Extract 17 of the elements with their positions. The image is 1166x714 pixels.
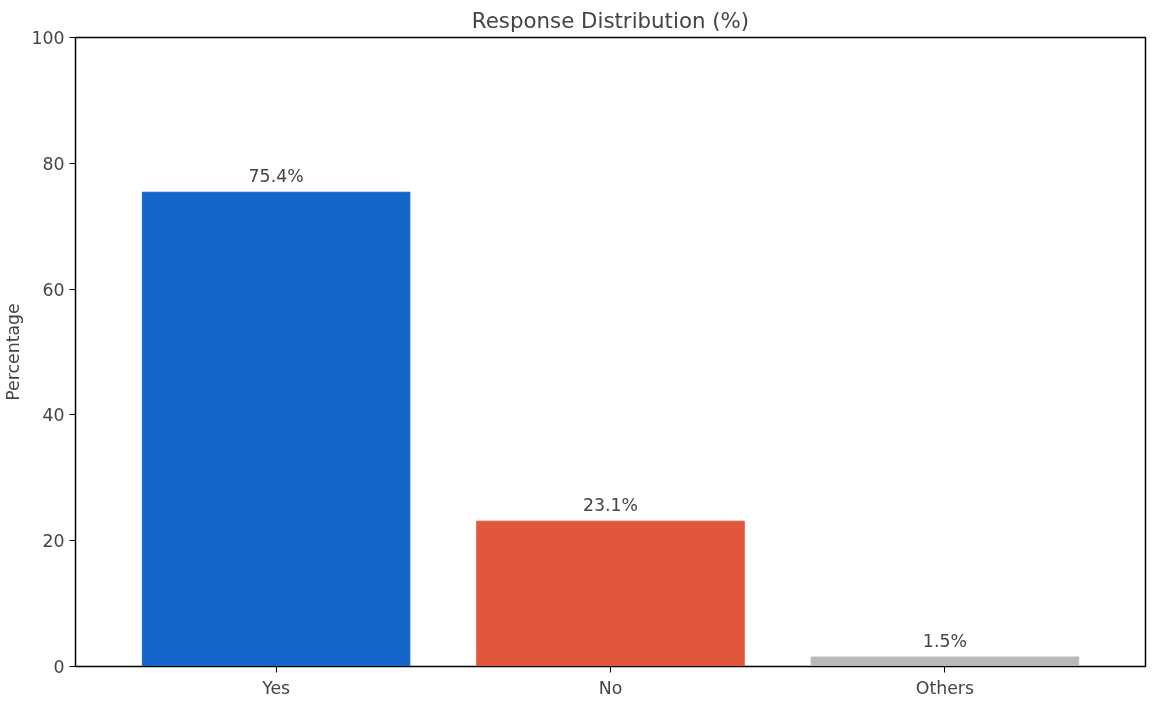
y-tick-label: 20 [42, 531, 65, 552]
data-label: 23.1% [582, 495, 639, 516]
x-tick-label: Others [915, 677, 974, 698]
bar [476, 520, 745, 667]
y-tick-label: 100 [31, 28, 65, 48]
data-label: 1.5% [922, 631, 967, 652]
x-tick-label: No [598, 677, 623, 698]
chart-title: Response Distribution (%) [471, 7, 750, 33]
x-tick-label: Yes [261, 677, 291, 698]
y-axis-title: Percentage [3, 303, 24, 401]
bar [141, 191, 411, 667]
bar [810, 656, 1080, 667]
y-tick-label: 80 [42, 153, 65, 174]
data-label: 75.4% [248, 166, 304, 187]
y-tick-label: 40 [42, 405, 65, 426]
y-tick-label: 0 [53, 657, 65, 677]
y-tick-label: 60 [42, 279, 65, 300]
